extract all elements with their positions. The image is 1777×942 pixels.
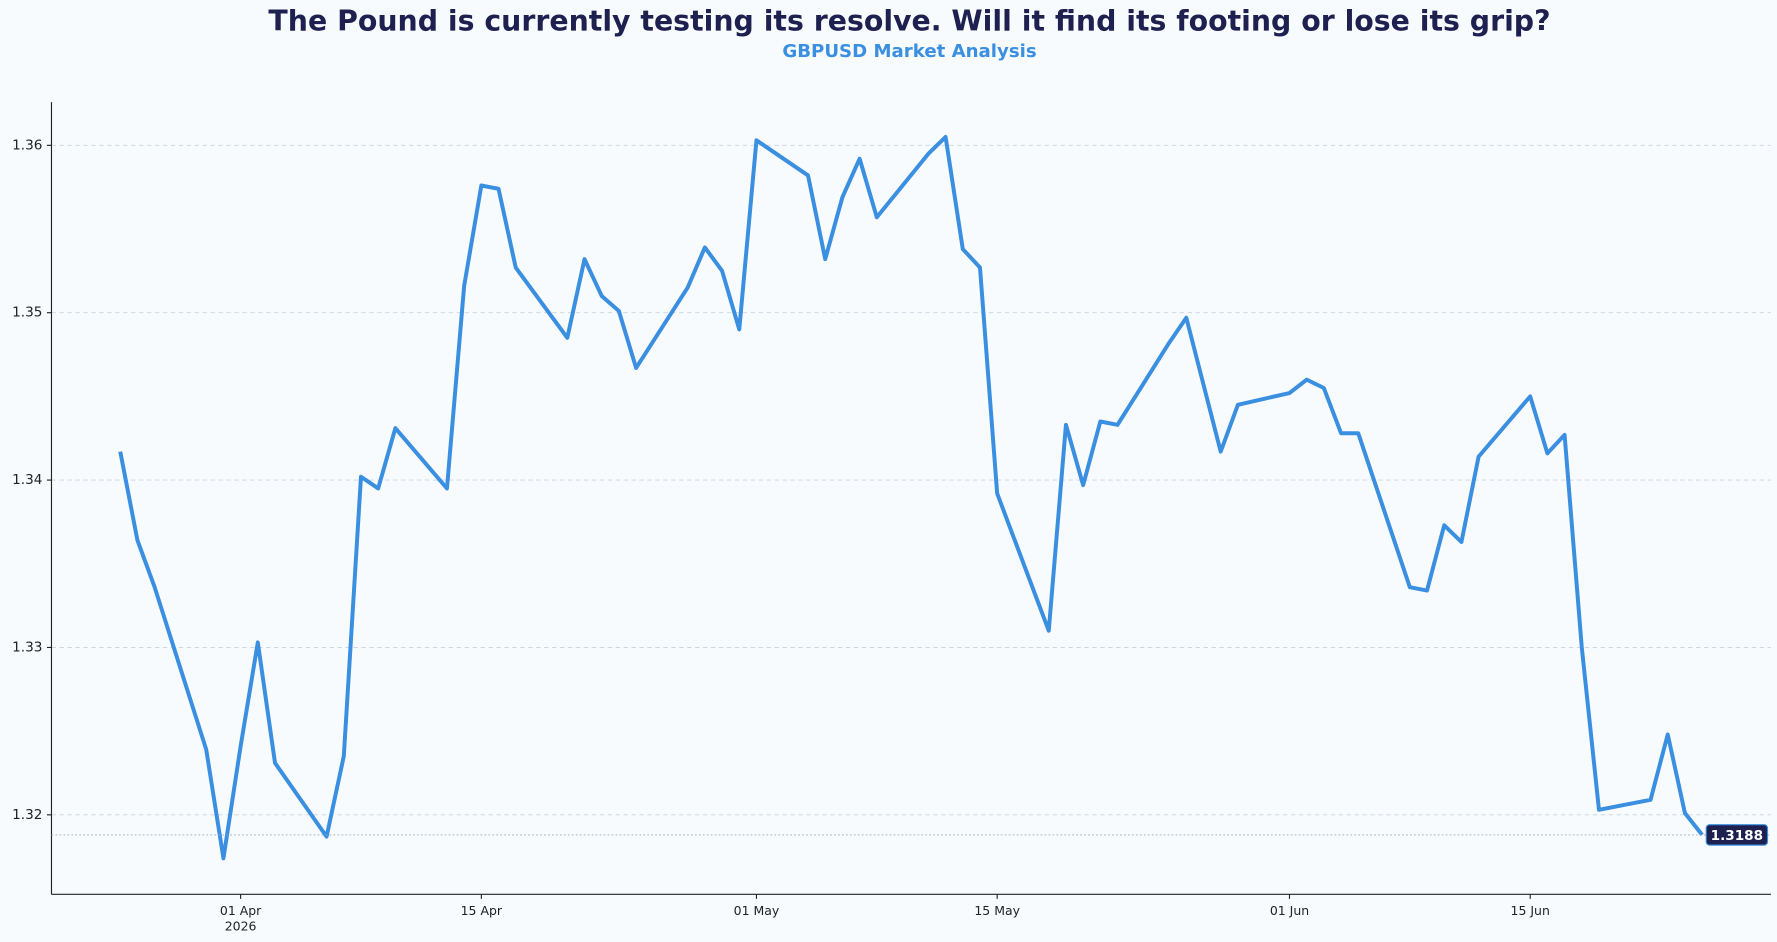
- y-tick-label: 1.34: [12, 472, 42, 488]
- x-tick-label: 15 Jun: [1511, 903, 1550, 918]
- chart-title: The Pound is currently testing its resol…: [268, 5, 1550, 38]
- x-tick-label: 01 Jun: [1270, 903, 1309, 918]
- line-series: [118, 134, 1704, 861]
- x-tick-label: 15 Apr: [461, 903, 503, 918]
- last-value-label: 1.3188: [1711, 828, 1764, 844]
- x-tick-label: 01 Apr 2026: [220, 903, 262, 934]
- x-tick-label: 15 May: [974, 903, 1020, 918]
- chart-subtitle: GBPUSD Market Analysis: [782, 41, 1036, 62]
- y-tick-label: 1.32: [12, 807, 42, 823]
- y-tick-label: 1.36: [12, 137, 42, 153]
- last-value-box: [1705, 824, 1769, 846]
- x-tick-label: 01 May: [734, 903, 780, 918]
- y-tick-label: 1.35: [12, 305, 42, 321]
- y-tick-label: 1.33: [12, 639, 42, 655]
- last-value-badge: 1.3188: [1705, 824, 1769, 846]
